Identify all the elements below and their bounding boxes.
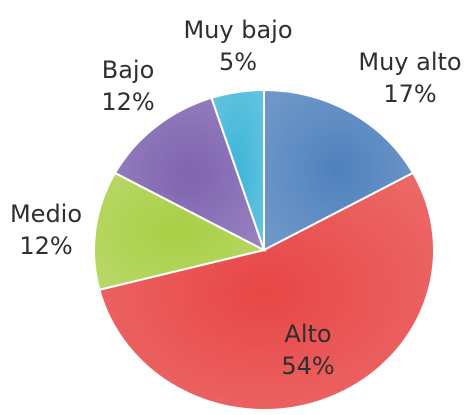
pie-slices — [93, 88, 436, 412]
pie-label-muy-bajo: Muy bajo — [183, 16, 292, 44]
pie-slice-muy-bajo — [210, 88, 265, 251]
pie-label-medio: Medio — [10, 200, 82, 228]
pie-labels: Muy alto 17% Alto 54% Medio 12% Bajo 12% Muy baj… — [10, 16, 462, 380]
pie-value-alto: 54% — [281, 352, 334, 380]
pie-slice-medio — [93, 171, 267, 291]
pie-label-bajo: Bajo — [102, 56, 155, 84]
pie-label-muy-alto: Muy alto — [358, 48, 461, 76]
pie-slice-bajo — [113, 96, 266, 253]
pie-slice-muy-alto — [263, 88, 415, 252]
pie-label-alto: Alto — [284, 320, 331, 348]
pie-value-bajo: 12% — [101, 88, 154, 116]
pie-value-medio: 12% — [19, 232, 72, 260]
pie-value-muy-bajo: 5% — [219, 48, 257, 76]
pie-value-muy-alto: 17% — [383, 80, 436, 108]
pie-slice-alto — [98, 171, 436, 412]
